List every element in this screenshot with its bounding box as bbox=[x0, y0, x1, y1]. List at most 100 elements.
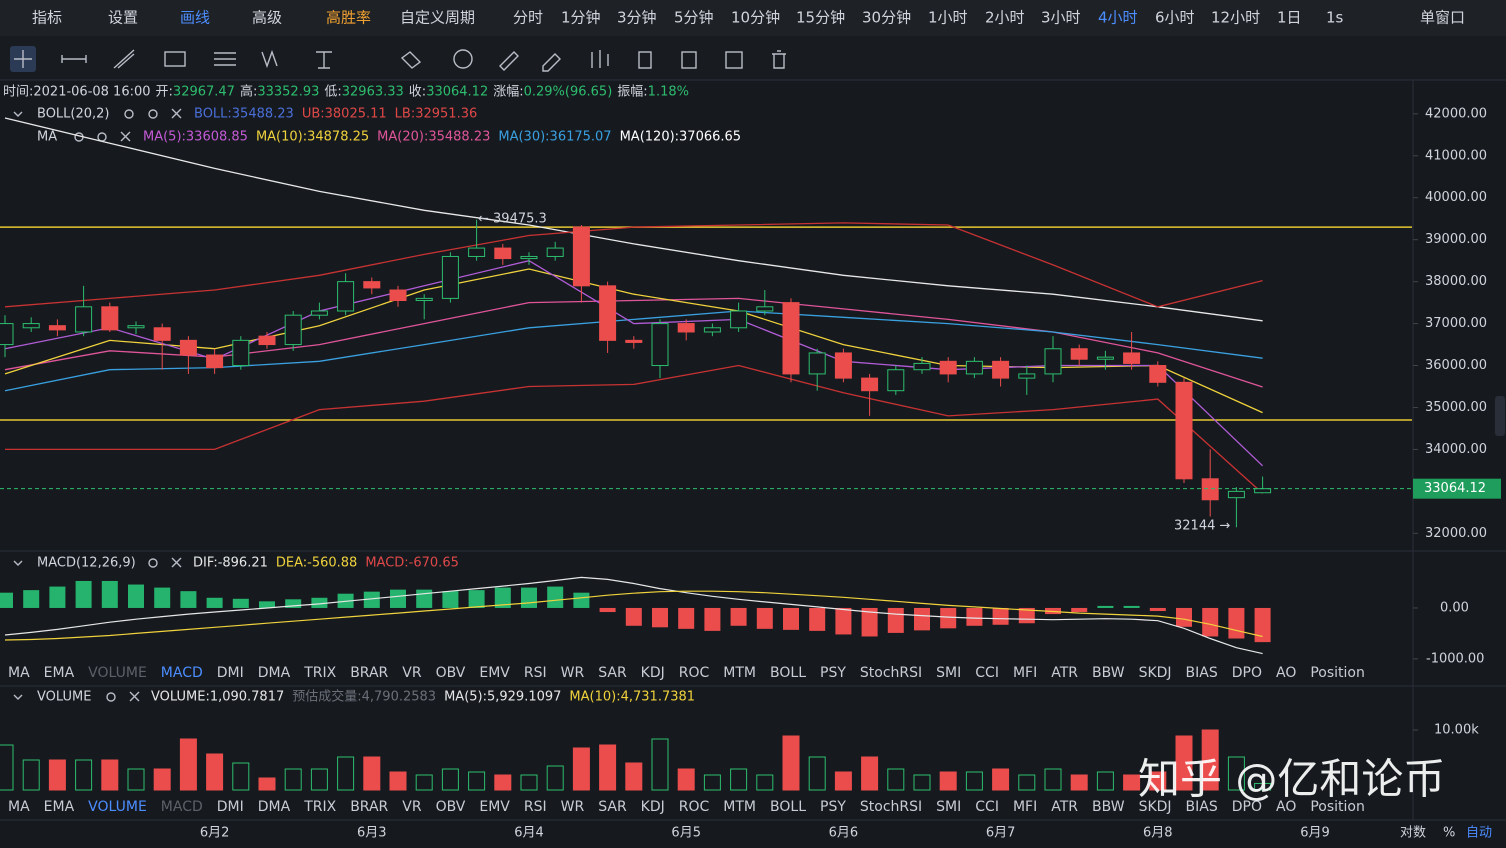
indicator-tab[interactable]: DPO bbox=[1232, 665, 1262, 681]
indicator-tab[interactable]: BIAS bbox=[1186, 665, 1218, 681]
footer-button[interactable]: % bbox=[1443, 826, 1455, 841]
indicator-tab[interactable]: SAR bbox=[598, 665, 627, 681]
toolbar-item[interactable]: 3分钟 bbox=[617, 9, 657, 27]
macd-bar bbox=[521, 587, 537, 608]
toolbar-item[interactable]: 1s bbox=[1326, 9, 1344, 27]
drawing-tools[interactable] bbox=[10, 46, 786, 72]
indicator-tab[interactable]: StochRSI bbox=[860, 665, 922, 681]
toolbar-item[interactable]: 1小时 bbox=[928, 9, 968, 27]
indicator-tab[interactable]: BOLL bbox=[770, 665, 806, 681]
indicator-tab[interactable]: SMI bbox=[936, 665, 961, 681]
indicator-tab[interactable]: KDJ bbox=[641, 665, 665, 681]
eye-icon[interactable] bbox=[124, 109, 134, 119]
indicator-tab[interactable]: TRIX bbox=[303, 799, 336, 815]
legend-value: LB:32951.36 bbox=[395, 107, 478, 122]
indicator-tab[interactable]: BIAS bbox=[1186, 799, 1218, 815]
indicator-tab[interactable]: AO bbox=[1276, 799, 1296, 815]
indicator-tab[interactable]: MTM bbox=[723, 665, 756, 681]
toolbar-item[interactable]: 设置 bbox=[108, 9, 138, 27]
indicator-tab[interactable]: CCI bbox=[975, 665, 999, 681]
toolbar-item[interactable]: 高级 bbox=[252, 9, 282, 27]
indicator-tab[interactable]: DMA bbox=[258, 665, 291, 681]
indicator-tab[interactable]: SAR bbox=[598, 799, 627, 815]
indicator-tab[interactable]: Position bbox=[1310, 799, 1365, 815]
indicator-tab[interactable]: VR bbox=[402, 799, 422, 815]
indicator-tab[interactable]: VOLUME bbox=[88, 665, 147, 681]
indicator-tab[interactable]: MTM bbox=[723, 799, 756, 815]
indicator-tab[interactable]: VOLUME bbox=[88, 799, 147, 815]
indicator-tab[interactable]: EMA bbox=[44, 799, 75, 815]
indicator-tab[interactable]: BRAR bbox=[350, 665, 388, 681]
indicator-tab[interactable]: DMI bbox=[217, 799, 244, 815]
indicator-tab[interactable]: BRAR bbox=[350, 799, 388, 815]
toolbar-item[interactable]: 1日 bbox=[1277, 9, 1302, 27]
footer-button[interactable]: 自动 bbox=[1466, 826, 1492, 841]
indicator-tab[interactable]: MFI bbox=[1013, 665, 1037, 681]
toolbar-item[interactable]: 6小时 bbox=[1155, 9, 1195, 27]
indicator-tab[interactable]: CCI bbox=[975, 799, 999, 815]
indicator-tab[interactable]: OBV bbox=[436, 665, 466, 681]
indicator-tab[interactable]: BOLL bbox=[770, 799, 806, 815]
indicator-tab[interactable]: WR bbox=[561, 665, 585, 681]
indicator-tab[interactable]: SKDJ bbox=[1139, 665, 1172, 681]
toolbar-item[interactable]: 5分钟 bbox=[674, 9, 714, 27]
toolbar-item[interactable]: 2小时 bbox=[985, 9, 1025, 27]
indicator-tab[interactable]: BBW bbox=[1092, 799, 1125, 815]
close-icon[interactable] bbox=[129, 691, 140, 702]
indicator-tab[interactable]: ATR bbox=[1051, 665, 1078, 681]
indicator-tab[interactable]: MACD bbox=[161, 799, 203, 815]
collapse-icon[interactable] bbox=[13, 111, 23, 700]
toolbar-item[interactable]: 自定义周期 bbox=[400, 9, 475, 27]
toolbar-item[interactable]: 单窗口 bbox=[1420, 9, 1465, 27]
indicator-tab[interactable]: PSY bbox=[820, 665, 846, 681]
indicator-tab[interactable]: MA bbox=[8, 665, 30, 681]
toolbar-item[interactable]: 指标 bbox=[32, 9, 62, 27]
indicator-tab[interactable]: AO bbox=[1276, 665, 1296, 681]
indicator-tab[interactable]: EMA bbox=[44, 665, 75, 681]
side-handle[interactable] bbox=[1495, 396, 1505, 436]
indicator-tab[interactable]: DPO bbox=[1232, 799, 1262, 815]
indicator-tab[interactable]: KDJ bbox=[641, 799, 665, 815]
toolbar-item[interactable]: 3小时 bbox=[1041, 9, 1081, 27]
toolbar-item[interactable]: 10分钟 bbox=[731, 9, 780, 27]
indicator-tab[interactable]: SMI bbox=[936, 799, 961, 815]
toolbar-item[interactable]: 高胜率 bbox=[326, 9, 371, 27]
indicator-tab[interactable]: StochRSI bbox=[860, 799, 922, 815]
gear-icon[interactable] bbox=[148, 558, 158, 568]
indicator-tab[interactable]: BBW bbox=[1092, 665, 1125, 681]
indicator-tab[interactable]: MACD bbox=[161, 665, 203, 681]
toolbar-item[interactable]: 1分钟 bbox=[561, 9, 601, 27]
indicator-tab[interactable]: EMV bbox=[479, 799, 510, 815]
indicator-tab[interactable]: ROC bbox=[679, 799, 710, 815]
toolbar-item[interactable]: 分时 bbox=[513, 9, 543, 27]
close-icon[interactable] bbox=[171, 108, 182, 119]
gear-icon[interactable] bbox=[97, 132, 107, 142]
gear-icon[interactable] bbox=[148, 109, 158, 119]
indicator-tab[interactable]: VR bbox=[402, 665, 422, 681]
gear-icon[interactable] bbox=[106, 692, 116, 702]
toolbar-item[interactable]: 30分钟 bbox=[862, 9, 911, 27]
indicator-tab[interactable]: TRIX bbox=[303, 665, 336, 681]
indicator-tab[interactable]: PSY bbox=[820, 799, 846, 815]
indicator-tab[interactable]: Position bbox=[1310, 665, 1365, 681]
indicator-tab[interactable]: DMA bbox=[258, 799, 291, 815]
volume-bar bbox=[703, 774, 721, 791]
indicator-tab[interactable]: WR bbox=[561, 799, 585, 815]
toolbar-item[interactable]: 12小时 bbox=[1211, 9, 1260, 27]
indicator-tab[interactable]: ROC bbox=[679, 665, 710, 681]
indicator-tab[interactable]: EMV bbox=[479, 665, 510, 681]
indicator-tab[interactable]: MFI bbox=[1013, 799, 1037, 815]
indicator-tab[interactable]: DMI bbox=[217, 665, 244, 681]
indicator-tab[interactable]: RSI bbox=[524, 799, 547, 815]
toolbar-item[interactable]: 15分钟 bbox=[796, 9, 845, 27]
close-icon[interactable] bbox=[120, 131, 131, 142]
indicator-tab[interactable]: RSI bbox=[524, 665, 547, 681]
indicator-tab[interactable]: MA bbox=[8, 799, 30, 815]
toolbar-item[interactable]: 4小时 bbox=[1098, 9, 1138, 27]
indicator-tab[interactable]: SKDJ bbox=[1139, 799, 1172, 815]
footer-button[interactable]: 对数 bbox=[1400, 826, 1426, 841]
indicator-tab[interactable]: ATR bbox=[1051, 799, 1078, 815]
indicator-tab[interactable]: OBV bbox=[436, 799, 466, 815]
toolbar-item[interactable]: 画线 bbox=[180, 9, 210, 27]
close-icon[interactable] bbox=[171, 557, 182, 568]
